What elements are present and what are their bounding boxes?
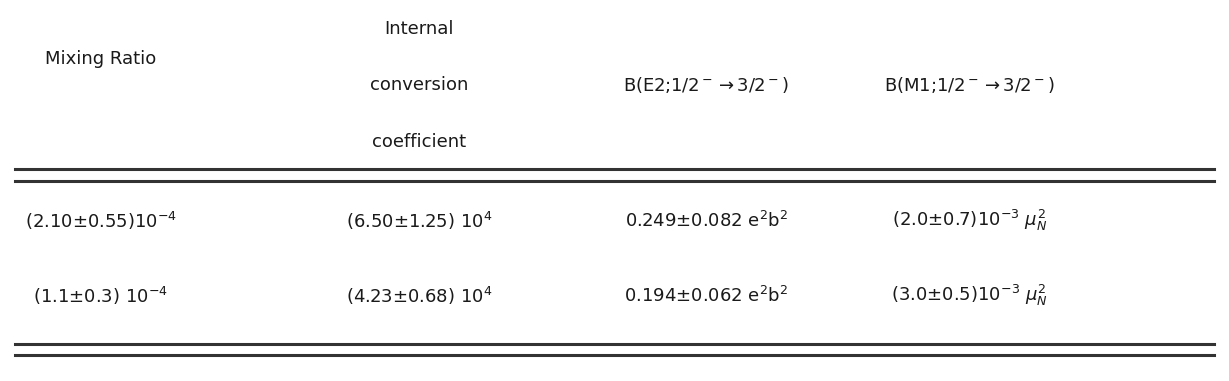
Text: (6.50$\pm$1.25) 10$^{4}$: (6.50$\pm$1.25) 10$^{4}$	[345, 210, 492, 232]
Text: B(E2;1/2$^-$$\rightarrow$3/2$^-$): B(E2;1/2$^-$$\rightarrow$3/2$^-$)	[623, 75, 789, 95]
Text: Mixing Ratio: Mixing Ratio	[45, 50, 156, 68]
Text: 0.194$\pm$0.062 e$^2$b$^2$: 0.194$\pm$0.062 e$^2$b$^2$	[624, 286, 788, 306]
Text: B(M1;1/2$^-$$\rightarrow$3/2$^-$): B(M1;1/2$^-$$\rightarrow$3/2$^-$)	[884, 75, 1054, 95]
Text: (2.0$\pm$0.7)10$^{-3}$ $\mu_N^2$: (2.0$\pm$0.7)10$^{-3}$ $\mu_N^2$	[891, 208, 1047, 233]
Text: (3.0$\pm$0.5)10$^{-3}$ $\mu_N^2$: (3.0$\pm$0.5)10$^{-3}$ $\mu_N^2$	[891, 283, 1047, 308]
Text: conversion: conversion	[370, 76, 468, 94]
Text: (2.10$\pm$0.55)10$^{-4}$: (2.10$\pm$0.55)10$^{-4}$	[25, 210, 177, 232]
Text: Internal: Internal	[383, 20, 454, 38]
Text: 0.249$\pm$0.082 e$^2$b$^2$: 0.249$\pm$0.082 e$^2$b$^2$	[624, 210, 788, 231]
Text: (1.1$\pm$0.3) 10$^{-4}$: (1.1$\pm$0.3) 10$^{-4}$	[33, 285, 168, 307]
Text: (4.23$\pm$0.68) 10$^{4}$: (4.23$\pm$0.68) 10$^{4}$	[345, 285, 492, 307]
Text: coefficient: coefficient	[371, 133, 466, 151]
